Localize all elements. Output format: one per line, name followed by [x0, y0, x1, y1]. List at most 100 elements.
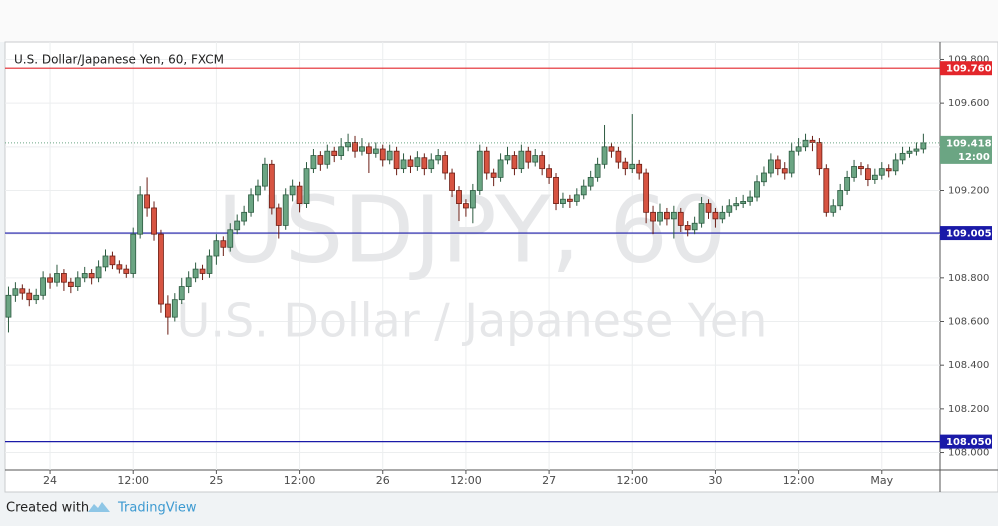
- candle-body: [407, 159, 414, 167]
- watermark: U.S. Dollar / Japanese Yen: [177, 294, 768, 348]
- candle-body: [164, 303, 171, 318]
- candle-body: [504, 155, 511, 161]
- x-tick-label: 12:00: [450, 474, 482, 487]
- candle-body: [719, 211, 726, 220]
- candle-body: [47, 277, 53, 283]
- candle-body: [566, 198, 573, 202]
- candle-body: [698, 203, 705, 224]
- x-tick-label: 12:00: [783, 474, 815, 487]
- chart-frame: [4, 41, 998, 493]
- candle-body: [331, 150, 338, 156]
- candle-body: [906, 150, 913, 154]
- candle-body: [365, 146, 372, 154]
- candle-body: [463, 203, 469, 209]
- candle-body: [359, 146, 365, 152]
- candle-body: [885, 168, 892, 172]
- candle-body: [255, 185, 261, 196]
- last-price-time: 12:00: [958, 152, 990, 163]
- candle-body: [220, 240, 227, 248]
- candle-body: [310, 155, 317, 170]
- candle-body: [733, 203, 740, 207]
- brand-logo[interactable]: [88, 502, 110, 512]
- candle-body: [88, 273, 95, 279]
- y-tick-label: 108.200: [948, 404, 989, 415]
- candle-body: [684, 225, 691, 231]
- candle-body: [913, 148, 920, 152]
- candle-body: [525, 150, 532, 163]
- y-tick-label: 108.800: [948, 273, 989, 284]
- candle-body: [61, 273, 67, 283]
- level-label-bg: [940, 434, 992, 449]
- candle-body: [275, 207, 282, 226]
- candle-body: [774, 159, 781, 170]
- candle-body: [171, 299, 178, 318]
- candle-body: [809, 139, 816, 143]
- candle-body: [206, 255, 213, 274]
- brand-link[interactable]: TradingView: [117, 501, 197, 516]
- x-tick-label: May: [870, 474, 893, 487]
- candle-body: [40, 277, 47, 296]
- candle-body: [788, 150, 795, 174]
- candle-body: [518, 150, 525, 170]
- candle-body: [192, 268, 199, 279]
- x-tick-label: 12:00: [616, 474, 648, 487]
- candle-body: [795, 146, 802, 152]
- candle-body: [303, 168, 310, 204]
- candle-body: [199, 268, 206, 274]
- candle-body: [74, 277, 81, 287]
- candle-body: [54, 273, 60, 283]
- candle-body: [629, 163, 636, 170]
- candle-body: [338, 146, 345, 156]
- candle-body: [892, 159, 899, 172]
- candle-body: [144, 194, 150, 209]
- top-strip: [0, 0, 998, 42]
- candle-body: [781, 168, 788, 174]
- candle-body: [19, 288, 26, 294]
- candle-body: [677, 211, 684, 226]
- candle-body: [282, 194, 289, 226]
- candle-body: [428, 159, 435, 170]
- y-tick-label: 108.000: [948, 448, 989, 459]
- candle-body: [899, 152, 906, 161]
- candle-body: [594, 163, 601, 178]
- candle-body: [767, 159, 774, 174]
- candle-body: [268, 163, 275, 209]
- candle-body: [643, 172, 650, 213]
- candle-body: [345, 142, 351, 148]
- candle-body: [421, 157, 428, 170]
- candle-body: [587, 176, 594, 187]
- x-tick-label: 12:00: [284, 474, 316, 487]
- candle-body: [497, 159, 504, 178]
- candle-body: [33, 294, 40, 301]
- x-tick-label: 27: [542, 474, 556, 487]
- candle-body: [615, 150, 622, 163]
- y-tick-label: 109.200: [948, 185, 989, 196]
- candle-body: [435, 155, 442, 161]
- candle-body: [878, 168, 885, 176]
- level-label-bg: [940, 61, 992, 76]
- candle-body: [158, 233, 164, 305]
- candle-body: [400, 159, 407, 170]
- candle-body: [546, 168, 552, 178]
- candle-body: [844, 176, 851, 191]
- candle-body: [761, 172, 767, 183]
- candle-body: [109, 255, 116, 266]
- candle-body: [511, 155, 518, 170]
- x-tick-label: 12:00: [117, 474, 149, 487]
- candle-body: [560, 198, 566, 204]
- candle-body: [823, 168, 830, 213]
- candle-body: [116, 264, 123, 270]
- candle-body: [414, 157, 421, 167]
- candle-body: [296, 185, 303, 204]
- candle-body: [102, 255, 109, 268]
- candle-body: [123, 268, 130, 274]
- candle-body: [920, 142, 927, 150]
- y-tick-label: 109.800: [948, 54, 989, 65]
- plot: [5, 67, 940, 443]
- level-label: 108.050: [946, 437, 992, 448]
- candle-body: [670, 211, 677, 220]
- candle-body: [754, 181, 760, 198]
- candle-body: [151, 207, 157, 235]
- candle-body: [483, 150, 490, 174]
